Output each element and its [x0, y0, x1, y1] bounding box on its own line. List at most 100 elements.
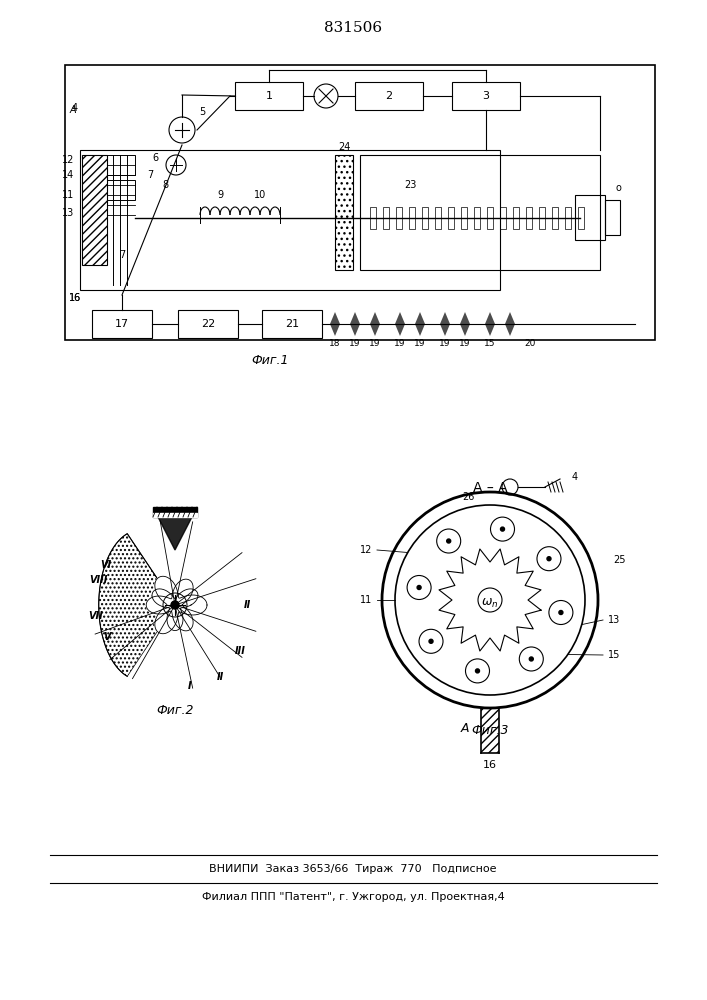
- Bar: [80, 150, 500, 290]
- Bar: [500, 207, 506, 229]
- Bar: [565, 207, 571, 229]
- Bar: [396, 207, 402, 229]
- Bar: [107, 180, 135, 200]
- Bar: [355, 82, 423, 110]
- Text: 15: 15: [608, 650, 620, 660]
- Polygon shape: [370, 312, 380, 324]
- Text: Филиал ППП "Патент", г. Ужгород, ул. Проектная,4: Филиал ППП "Патент", г. Ужгород, ул. Про…: [201, 892, 504, 902]
- Text: 4: 4: [572, 472, 578, 482]
- Text: 8: 8: [162, 180, 168, 190]
- Circle shape: [547, 557, 551, 561]
- Polygon shape: [485, 312, 495, 324]
- Circle shape: [171, 601, 179, 609]
- Text: 19: 19: [439, 340, 451, 349]
- Text: V: V: [103, 632, 111, 642]
- Text: VII: VII: [88, 611, 103, 621]
- Polygon shape: [440, 324, 450, 336]
- Bar: [452, 82, 520, 110]
- Circle shape: [559, 611, 563, 615]
- Polygon shape: [153, 507, 197, 517]
- Text: 13: 13: [62, 208, 74, 218]
- Text: II: II: [216, 672, 223, 682]
- Text: 11: 11: [62, 190, 74, 200]
- Text: 19: 19: [414, 340, 426, 349]
- Text: 831506: 831506: [324, 21, 382, 35]
- Polygon shape: [146, 579, 193, 631]
- Text: 19: 19: [395, 340, 406, 349]
- Bar: [335, 155, 353, 270]
- Text: III: III: [235, 646, 246, 656]
- Text: 15: 15: [484, 340, 496, 349]
- Polygon shape: [153, 513, 197, 517]
- Circle shape: [501, 527, 505, 531]
- Text: 9: 9: [217, 190, 223, 200]
- Polygon shape: [440, 312, 450, 324]
- Text: 16: 16: [69, 293, 81, 303]
- Text: А – А: А – А: [473, 481, 508, 495]
- Bar: [474, 207, 480, 229]
- Text: Фиг.1: Фиг.1: [251, 354, 288, 366]
- Text: Фиг.3: Фиг.3: [472, 724, 509, 736]
- Polygon shape: [415, 312, 425, 324]
- Bar: [82, 155, 107, 265]
- Text: 25: 25: [613, 555, 626, 565]
- Polygon shape: [155, 576, 207, 634]
- Bar: [360, 155, 600, 270]
- Bar: [107, 155, 135, 175]
- Text: II: II: [243, 600, 250, 610]
- Polygon shape: [330, 312, 340, 324]
- Bar: [178, 310, 238, 338]
- Text: 14: 14: [62, 170, 74, 180]
- Text: 18: 18: [329, 340, 341, 349]
- Circle shape: [476, 669, 479, 673]
- Text: 20: 20: [525, 340, 536, 349]
- Text: 7: 7: [119, 250, 125, 260]
- Text: 19: 19: [460, 340, 471, 349]
- Bar: [435, 207, 441, 229]
- Polygon shape: [350, 324, 360, 336]
- Text: 5: 5: [199, 107, 205, 117]
- Text: 11: 11: [360, 595, 372, 605]
- Text: o: o: [615, 183, 621, 193]
- Bar: [575, 195, 605, 240]
- Circle shape: [417, 585, 421, 589]
- Polygon shape: [415, 324, 425, 336]
- Text: 10: 10: [254, 190, 266, 200]
- Polygon shape: [505, 324, 515, 336]
- Polygon shape: [485, 324, 495, 336]
- Text: VIII: VIII: [90, 575, 108, 585]
- Text: 1: 1: [266, 91, 272, 101]
- Text: 19: 19: [369, 340, 381, 349]
- Polygon shape: [395, 324, 405, 336]
- Text: 3: 3: [482, 91, 489, 101]
- Bar: [370, 207, 376, 229]
- Text: 2: 2: [385, 91, 392, 101]
- Text: VI: VI: [100, 560, 111, 570]
- Polygon shape: [350, 312, 360, 324]
- Circle shape: [447, 539, 450, 543]
- Bar: [461, 207, 467, 229]
- Polygon shape: [370, 324, 380, 336]
- Text: 16: 16: [69, 293, 81, 303]
- Text: 24: 24: [338, 142, 350, 152]
- Bar: [605, 200, 620, 235]
- Bar: [552, 207, 558, 229]
- Text: 12: 12: [360, 545, 372, 555]
- Text: 7: 7: [147, 170, 153, 180]
- Circle shape: [478, 588, 502, 612]
- Text: 13: 13: [608, 615, 620, 625]
- Polygon shape: [152, 589, 198, 631]
- Polygon shape: [395, 312, 405, 324]
- Text: 23: 23: [404, 180, 416, 190]
- Text: А: А: [461, 722, 469, 734]
- Polygon shape: [439, 549, 541, 651]
- Bar: [481, 708, 499, 753]
- Text: 17: 17: [115, 319, 129, 329]
- Polygon shape: [99, 534, 175, 676]
- Bar: [262, 310, 322, 338]
- Bar: [526, 207, 532, 229]
- Bar: [383, 207, 389, 229]
- Text: 19: 19: [349, 340, 361, 349]
- Polygon shape: [460, 324, 470, 336]
- Polygon shape: [330, 324, 340, 336]
